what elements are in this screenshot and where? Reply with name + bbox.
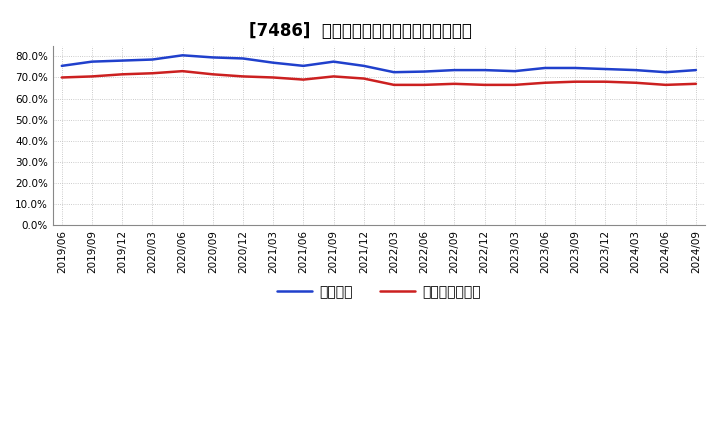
固定比率: [420, 69, 428, 74]
固定長期適合率: [118, 72, 127, 77]
固定長期適合率: [58, 75, 66, 80]
固定長期適合率: [541, 80, 549, 85]
固定長期適合率: [601, 79, 610, 84]
固定長期適合率: [571, 79, 580, 84]
固定長期適合率: [299, 77, 307, 82]
固定比率: [480, 67, 489, 73]
固定比率: [662, 70, 670, 75]
固定長期適合率: [359, 76, 368, 81]
固定長期適合率: [269, 75, 277, 80]
固定比率: [571, 65, 580, 70]
固定比率: [299, 63, 307, 69]
固定比率: [390, 70, 398, 75]
固定長期適合率: [450, 81, 459, 86]
固定比率: [601, 66, 610, 72]
固定長期適合率: [148, 70, 157, 76]
固定長期適合率: [510, 82, 519, 88]
固定比率: [179, 53, 187, 58]
Line: 固定長期適合率: 固定長期適合率: [62, 71, 696, 85]
固定比率: [209, 55, 217, 60]
固定長期適合率: [329, 74, 338, 79]
固定長期適合率: [209, 72, 217, 77]
固定比率: [631, 67, 640, 73]
固定比率: [58, 63, 66, 69]
固定長期適合率: [631, 80, 640, 85]
固定比率: [692, 67, 701, 73]
固定比率: [88, 59, 96, 64]
固定比率: [148, 57, 157, 62]
固定比率: [510, 69, 519, 74]
固定長期適合率: [480, 82, 489, 88]
固定比率: [541, 65, 549, 70]
固定比率: [329, 59, 338, 64]
Line: 固定比率: 固定比率: [62, 55, 696, 72]
Text: [7486]  固定比率、固定長期適合率の推移: [7486] 固定比率、固定長期適合率の推移: [248, 22, 472, 40]
固定比率: [359, 63, 368, 69]
Legend: 固定比率, 固定長期適合率: 固定比率, 固定長期適合率: [271, 279, 486, 304]
固定長期適合率: [662, 82, 670, 88]
固定長期適合率: [179, 69, 187, 74]
固定長期適合率: [238, 74, 247, 79]
固定比率: [238, 56, 247, 61]
固定長期適合率: [390, 82, 398, 88]
固定比率: [269, 60, 277, 65]
固定長期適合率: [88, 74, 96, 79]
固定長期適合率: [420, 82, 428, 88]
固定比率: [118, 58, 127, 63]
固定長期適合率: [692, 81, 701, 86]
固定比率: [450, 67, 459, 73]
